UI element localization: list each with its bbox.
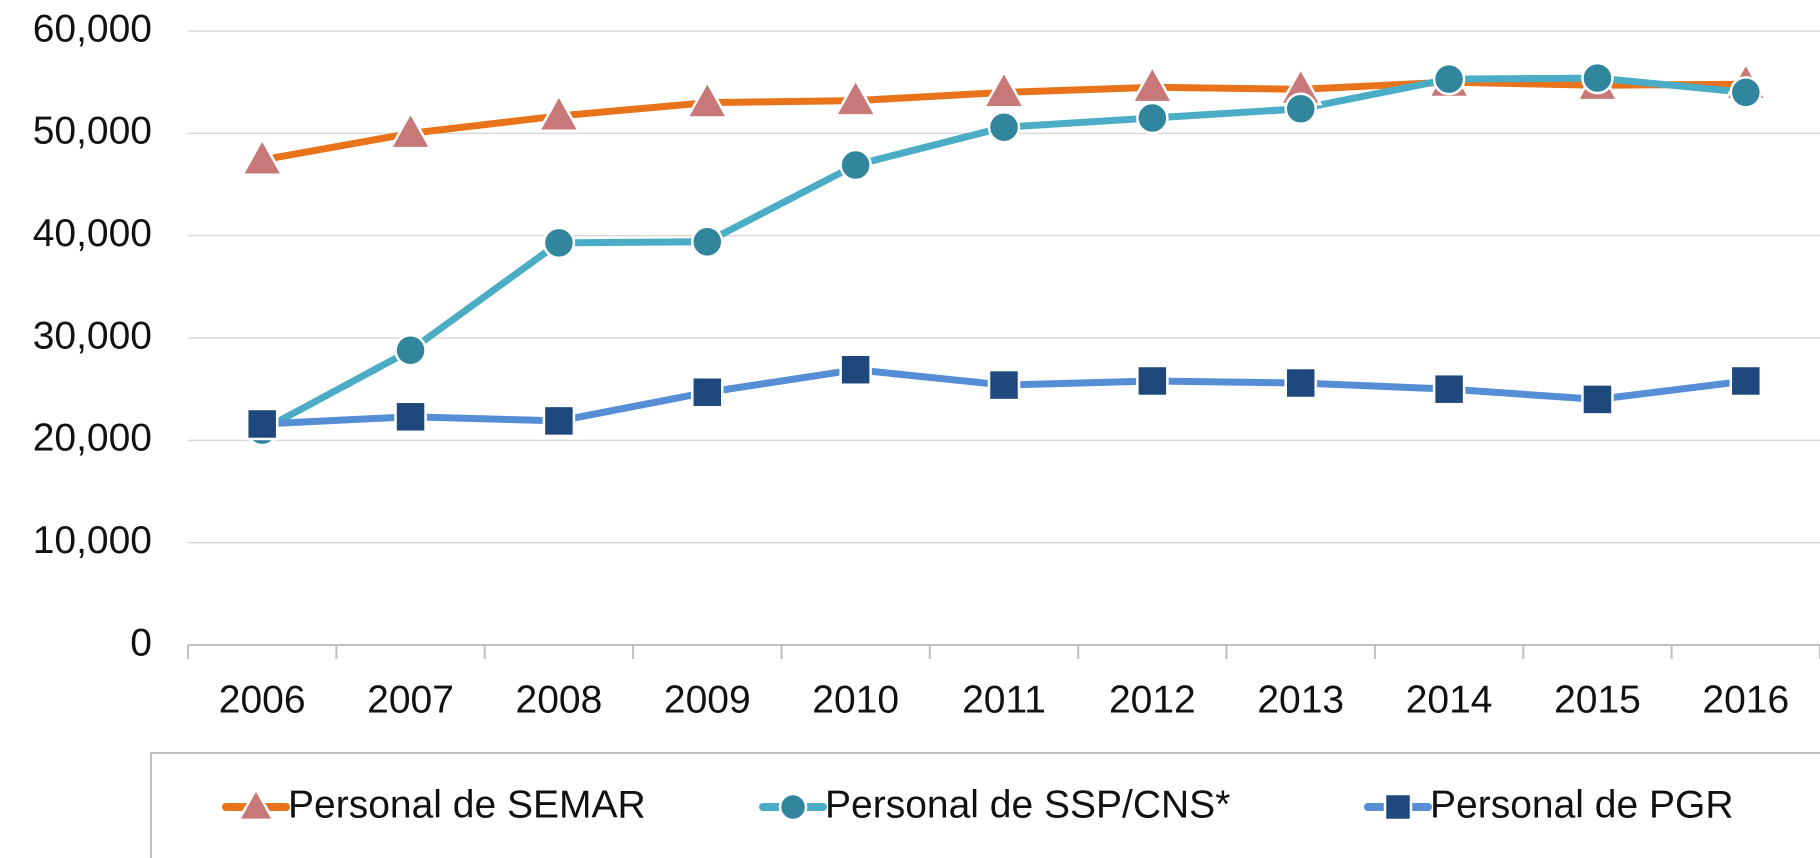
x-tick-label: 2008 (516, 678, 603, 721)
y-tick-label: 0 (130, 621, 152, 664)
marker (839, 148, 872, 182)
marker (691, 225, 724, 259)
marker (245, 407, 279, 441)
marker (778, 792, 808, 822)
legend-label: Personal de SEMAR (288, 783, 646, 826)
x-tick-label: 2006 (219, 678, 306, 721)
x-tick-label: 2014 (1406, 678, 1493, 721)
y-tick-label: 50,000 (33, 110, 152, 153)
x-tick-label: 2013 (1257, 678, 1344, 721)
x-tick-label: 2007 (367, 678, 454, 721)
marker (1383, 792, 1413, 822)
marker (1432, 372, 1466, 406)
y-tick-label: 40,000 (33, 212, 152, 255)
x-tick-label: 2015 (1554, 678, 1641, 721)
x-tick-label: 2009 (664, 678, 751, 721)
marker (685, 79, 730, 119)
marker (839, 353, 872, 386)
marker (1432, 62, 1466, 96)
marker (1136, 364, 1169, 398)
marker (987, 110, 1021, 144)
marker (1581, 61, 1614, 95)
marker (240, 136, 285, 177)
marker (394, 400, 427, 434)
legend-label: Personal de PGR (1430, 783, 1734, 826)
marker (1284, 92, 1317, 126)
marker (691, 375, 724, 409)
marker (982, 69, 1026, 109)
marker (1729, 364, 1763, 398)
marker (542, 404, 576, 438)
marker (1729, 76, 1763, 109)
y-tick-label: 10,000 (33, 519, 152, 562)
y-tick-label: 30,000 (33, 314, 152, 357)
x-tick-label: 2016 (1702, 678, 1789, 721)
marker (1581, 383, 1614, 416)
x-tick-label: 2010 (812, 678, 899, 721)
y-tick-label: 60,000 (33, 7, 152, 50)
marker (236, 786, 276, 822)
marker (833, 77, 878, 117)
y-tick-label: 20,000 (33, 417, 152, 460)
x-tick-label: 2011 (962, 678, 1046, 721)
marker (394, 334, 427, 367)
legend-box (150, 752, 1820, 858)
marker (1284, 366, 1317, 400)
legend-label: Personal de SSP/CNS* (825, 783, 1230, 826)
marker (1136, 101, 1169, 135)
marker (542, 226, 576, 260)
marker (388, 110, 433, 150)
marker (536, 92, 581, 133)
marker (987, 368, 1021, 402)
x-tick-label: 2012 (1109, 678, 1196, 721)
